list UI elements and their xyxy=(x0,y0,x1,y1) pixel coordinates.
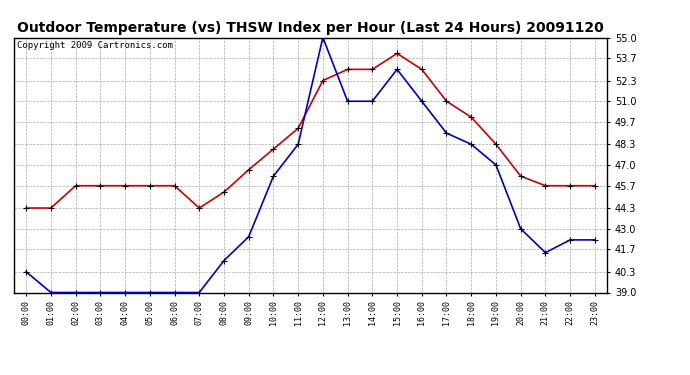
Text: Copyright 2009 Cartronics.com: Copyright 2009 Cartronics.com xyxy=(17,41,172,50)
Title: Outdoor Temperature (vs) THSW Index per Hour (Last 24 Hours) 20091120: Outdoor Temperature (vs) THSW Index per … xyxy=(17,21,604,35)
